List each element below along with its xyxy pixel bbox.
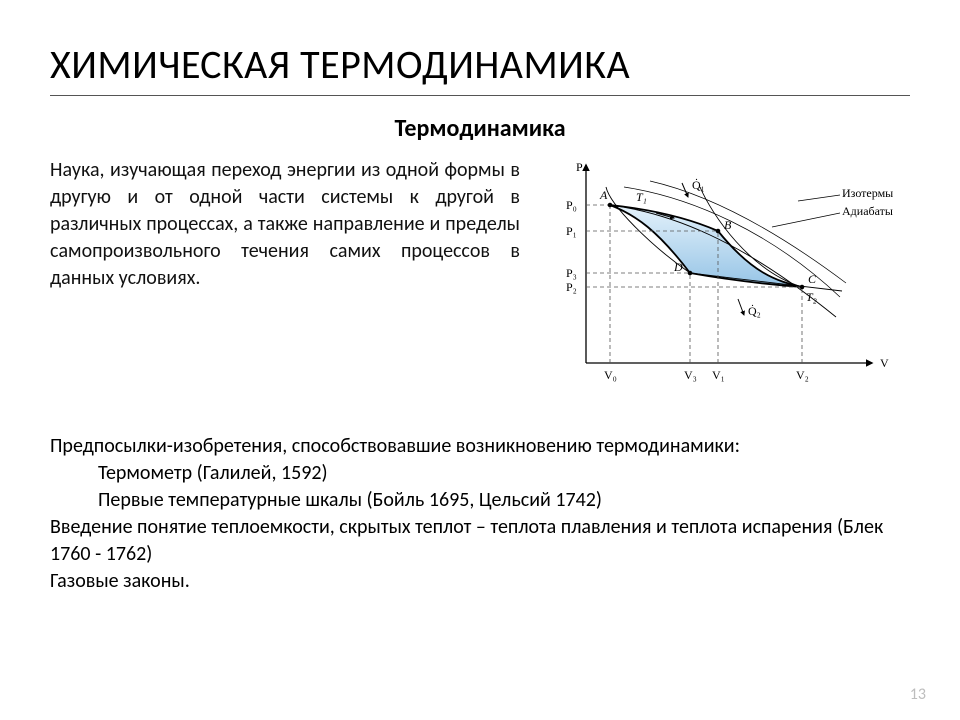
label-C: C [808, 272, 817, 286]
ptick-1: P₁ [566, 224, 577, 238]
slide-title: ХИМИЧЕСКАЯ ТЕРМОДИНАМИКА [50, 40, 910, 96]
page-number: 13 [910, 685, 926, 704]
lower-line-1: Предпосылки-изобретения, способствовавши… [50, 433, 910, 460]
label-Q2: Q̇₂ [748, 304, 761, 318]
slide-subtitle: Термодинамика [50, 114, 910, 143]
lower-line-4: Введение понятие теплоемкости, скрытых т… [50, 514, 910, 568]
label-T2: T₂ [806, 290, 817, 304]
ptick-3: P₂ [566, 280, 577, 294]
x-axis-label: V [880, 356, 889, 370]
adiabat-leader [772, 213, 840, 227]
ptick-0: P₀ [566, 198, 577, 212]
slide: ХИМИЧЕСКАЯ ТЕРМОДИНАМИКА Термодинамика Н… [0, 0, 960, 720]
content-row: Наука, изучающая переход энергии из одно… [50, 157, 910, 397]
vtick-3: V₂ [796, 368, 809, 382]
vtick-0: V₀ [604, 368, 617, 382]
q2-arrow [738, 299, 744, 315]
y-axis-label: P [576, 160, 583, 174]
isotherm-leader [798, 195, 840, 201]
definition-text: Наука, изучающая переход энергии из одно… [50, 157, 520, 397]
label-Q1: Q̇₁ [692, 178, 705, 192]
label-B: B [724, 218, 732, 232]
label-A: A [599, 188, 608, 202]
ptick-2: P₃ [566, 266, 577, 280]
q1-arrow [682, 183, 688, 197]
label-D: D [673, 260, 683, 274]
lower-line-3: Первые температурные шкалы (Бойль 1695, … [50, 487, 910, 514]
lower-line-2: Термометр (Галилей, 1592) [50, 460, 910, 487]
lower-line-5: Газовые законы. [50, 568, 910, 595]
vtick-1: V₃ [684, 368, 697, 382]
vtick-2: V₁ [712, 368, 725, 382]
lower-text: Предпосылки-изобретения, способствовавши… [50, 433, 910, 595]
label-T1: T₁ [636, 190, 647, 204]
label-isotherms: Изотермы [842, 186, 893, 200]
pv-diagram: V P [540, 157, 910, 397]
label-adiabats: Адиабаты [842, 204, 893, 218]
